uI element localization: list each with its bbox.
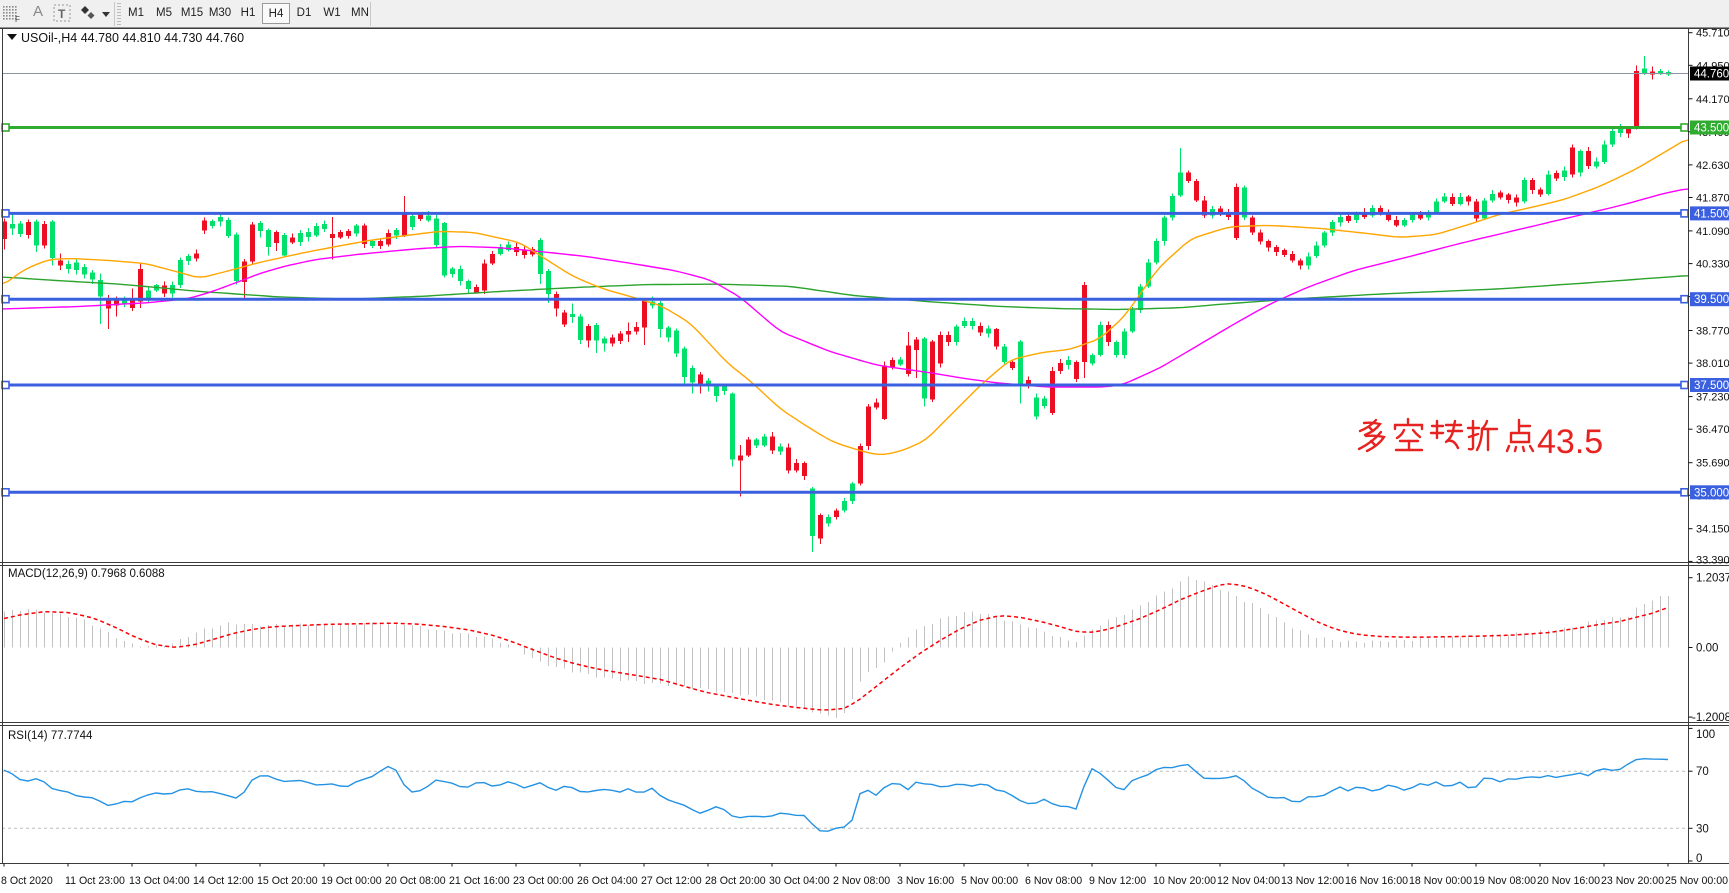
svg-text:100: 100 [1696, 729, 1715, 741]
svg-text:36.470: 36.470 [1696, 424, 1729, 436]
svg-text:33.390: 33.390 [1696, 554, 1729, 566]
svg-text:0.00: 0.00 [1696, 643, 1718, 655]
svg-text:44.170: 44.170 [1696, 94, 1729, 106]
svg-text:13 Oct 04:00: 13 Oct 04:00 [129, 875, 190, 887]
svg-text:16 Nov 16:00: 16 Nov 16:00 [1345, 875, 1408, 887]
svg-text:20 Oct 08:00: 20 Oct 08:00 [385, 875, 446, 887]
svg-text:RSI(14) 77.7744: RSI(14) 77.7744 [8, 730, 93, 742]
svg-text:T: T [58, 7, 66, 21]
svg-text:13 Nov 12:00: 13 Nov 12:00 [1281, 875, 1344, 887]
svg-text:18 Nov 00:00: 18 Nov 00:00 [1409, 875, 1472, 887]
svg-text:43.500: 43.500 [1694, 123, 1729, 135]
svg-text:27 Oct 12:00: 27 Oct 12:00 [641, 875, 702, 887]
svg-text:21 Oct 16:00: 21 Oct 16:00 [449, 875, 510, 887]
svg-text:19 Oct 00:00: 19 Oct 00:00 [321, 875, 382, 887]
svg-text:70: 70 [1696, 766, 1709, 778]
svg-text:30 Oct 04:00: 30 Oct 04:00 [769, 875, 830, 887]
svg-text:3 Nov 16:00: 3 Nov 16:00 [897, 875, 954, 887]
svg-text:-1.2008: -1.2008 [1692, 712, 1729, 724]
svg-text:37.500: 37.500 [1694, 380, 1729, 392]
svg-text:8 Oct 2020: 8 Oct 2020 [1, 875, 53, 887]
svg-text:37.230: 37.230 [1696, 392, 1729, 404]
svg-text:34.150: 34.150 [1696, 524, 1729, 536]
svg-text:19 Nov 08:00: 19 Nov 08:00 [1473, 875, 1536, 887]
svg-text:39.500: 39.500 [1694, 294, 1729, 306]
svg-text:35.000: 35.000 [1694, 487, 1729, 499]
svg-text:40.330: 40.330 [1696, 259, 1729, 271]
svg-text:F: F [15, 15, 20, 24]
svg-text:2 Nov 08:00: 2 Nov 08:00 [833, 875, 890, 887]
svg-text:38.010: 38.010 [1696, 358, 1729, 370]
svg-text:41.500: 41.500 [1694, 208, 1729, 220]
svg-text:5 Nov 00:00: 5 Nov 00:00 [961, 875, 1018, 887]
svg-text:30: 30 [1696, 823, 1709, 835]
svg-text:0: 0 [1696, 853, 1702, 865]
svg-text:14 Oct 12:00: 14 Oct 12:00 [193, 875, 254, 887]
svg-text:25 Nov 00:00: 25 Nov 00:00 [1665, 875, 1728, 887]
svg-text:15 Oct 20:00: 15 Oct 20:00 [257, 875, 318, 887]
svg-text:28 Oct 20:00: 28 Oct 20:00 [705, 875, 766, 887]
svg-text:9 Nov 12:00: 9 Nov 12:00 [1089, 875, 1146, 887]
svg-text:26 Oct 04:00: 26 Oct 04:00 [577, 875, 638, 887]
svg-text:42.630: 42.630 [1696, 160, 1729, 172]
svg-text:MACD(12,26,9) 0.7968 0.6088: MACD(12,26,9) 0.7968 0.6088 [8, 568, 165, 580]
svg-text:35.690: 35.690 [1696, 458, 1729, 470]
svg-text:10 Nov 20:00: 10 Nov 20:00 [1153, 875, 1216, 887]
svg-text:12 Nov 04:00: 12 Nov 04:00 [1217, 875, 1280, 887]
svg-text:23 Oct 00:00: 23 Oct 00:00 [513, 875, 574, 887]
svg-text:38.770: 38.770 [1696, 326, 1729, 338]
svg-text:11 Oct 23:00: 11 Oct 23:00 [65, 875, 125, 887]
svg-text:20 Nov 16:00: 20 Nov 16:00 [1537, 875, 1600, 887]
svg-text:1.2037: 1.2037 [1696, 573, 1729, 585]
svg-text:6 Nov 08:00: 6 Nov 08:00 [1025, 875, 1082, 887]
svg-text:USOil-,H4 44.780 44.810 44.73: USOil-,H4 44.780 44.810 44.730 44.760 [21, 31, 244, 45]
svg-text:23 Nov 20:00: 23 Nov 20:00 [1601, 875, 1664, 887]
svg-text:43.5: 43.5 [1537, 423, 1603, 461]
svg-text:41.870: 41.870 [1696, 193, 1729, 205]
svg-text:44.760: 44.760 [1694, 69, 1729, 81]
svg-text:45.710: 45.710 [1696, 28, 1729, 40]
svg-text:41.090: 41.090 [1696, 226, 1729, 238]
